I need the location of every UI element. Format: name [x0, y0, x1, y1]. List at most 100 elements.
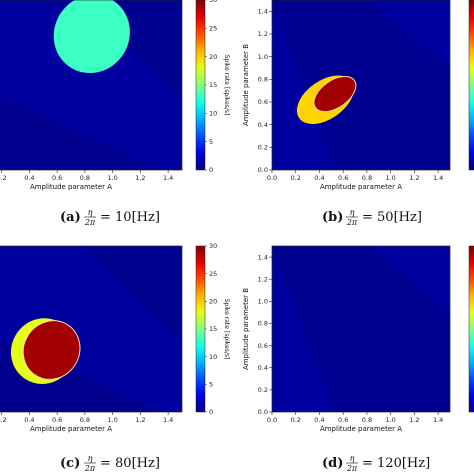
y-tick-label: 0.8	[258, 320, 268, 328]
x-tick-label: 1.0	[107, 174, 117, 182]
low-rate-region	[0, 96, 160, 170]
x-tick-label: 1.0	[385, 174, 395, 182]
axes-frame	[271, 0, 451, 171]
caption-rhs: = 80[Hz]	[100, 456, 160, 471]
colorbar-label: Spike rate [spikes/s]	[223, 299, 230, 360]
x-axis-label: Amplitude parameter A	[320, 183, 402, 191]
x-tick-label: 0.4	[314, 174, 324, 182]
axes-frame	[0, 245, 183, 413]
x-tick-label: 0.6	[52, 416, 62, 424]
x-tick-label: 1.4	[163, 416, 173, 424]
x-tick-label: 0.6	[338, 174, 348, 182]
y-tick-label: 1.2	[258, 30, 268, 38]
caption-two-pi: 2π	[84, 218, 96, 227]
colorbar-tick-label: 5	[209, 138, 213, 146]
x-tick-label: 0.0	[267, 416, 277, 424]
panel-caption: (a) η2π = 10[Hz]	[60, 208, 160, 227]
colorbar-tick-label: 25	[209, 270, 217, 278]
colorbar-tick-label: 10	[209, 353, 217, 361]
x-axis-label: Amplitude parameter A	[320, 425, 402, 433]
colorbar-gradient	[468, 245, 474, 413]
panel-d: 0.0 0.2 0.4 0.6 0.8 1.0 1.2 1.4 0.0 0.2 0.4 0.6 0.8 1…	[242, 245, 474, 473]
colorbar-gradient	[195, 245, 206, 413]
x-tick-label: 0.4	[24, 416, 34, 424]
x-tick-label: 0.6	[52, 174, 62, 182]
heatmap-area	[0, 246, 182, 412]
y-tick-label: 0.2	[258, 386, 268, 394]
x-tick-label: 0.2	[291, 416, 301, 424]
axes-frame	[271, 245, 451, 413]
colorbar-tick-label: 20	[209, 53, 217, 61]
caption-rhs: = 120[Hz]	[362, 456, 430, 471]
caption-letter: (c)	[60, 456, 80, 471]
colorbar-tick-label: 10	[209, 110, 217, 118]
colorbar-label: Spike rate [spikes/s]	[223, 55, 230, 116]
spike-rate-blob	[22, 320, 81, 380]
caption-eta: η	[350, 208, 355, 217]
heatmap-area	[272, 0, 450, 170]
x-tick-label: 0.2	[291, 174, 301, 182]
y-tick-label: 0.4	[258, 121, 268, 129]
caption-rhs: = 10[Hz]	[100, 210, 160, 225]
background-field	[272, 0, 450, 170]
heatmap-area	[0, 0, 182, 170]
x-tick-label: 0.2	[0, 174, 7, 182]
colorbar-tick-label: 15	[209, 325, 217, 333]
panel-c: 0.2 0.4 0.6 0.8 1.0 1.2 1.4 Amplitude parameter…	[0, 242, 230, 473]
caption-eta: η	[88, 454, 93, 463]
y-tick-label: 0.2	[258, 144, 268, 152]
y-tick-label: 1.4	[258, 8, 268, 16]
panel-caption: (b) η2π = 50[Hz]	[322, 208, 422, 227]
y-tick-label: 0.8	[258, 76, 268, 84]
x-tick-label: 0.6	[338, 416, 348, 424]
x-tick-label: 1.4	[163, 174, 173, 182]
spike-rate-blob	[53, 0, 130, 74]
y-tick-label: 1.0	[258, 53, 268, 61]
caption-eta: η	[88, 208, 93, 217]
x-tick-label: 1.2	[135, 416, 145, 424]
x-tick-label: 0.0	[267, 174, 277, 182]
y-tick-label: 0.4	[258, 364, 268, 372]
caption-letter: (a)	[60, 210, 81, 225]
y-tick-label: 1.0	[258, 298, 268, 306]
low-rate-region	[272, 0, 450, 170]
caption-two-pi: 2π	[346, 218, 358, 227]
spike-rate-blob	[313, 75, 357, 113]
colorbar: 0 5 10 15 20 25 30 Spike rate [spikes/s]	[195, 242, 230, 416]
y-axis-label: Amplitude parameter B	[242, 44, 250, 126]
caption-letter: (b)	[322, 210, 343, 225]
colorbar-gradient	[195, 0, 206, 171]
x-tick-label: 1.0	[385, 416, 395, 424]
caption-letter: (d)	[322, 456, 343, 471]
low-rate-region	[272, 246, 450, 412]
x-tick-label: 0.8	[80, 174, 90, 182]
caption-eta: η	[350, 454, 355, 463]
low-rate-region	[82, 246, 182, 346]
x-tick-label: 0.8	[80, 416, 90, 424]
colorbar-tick-label: 15	[209, 81, 217, 89]
colorbar-tick-label: 0	[209, 166, 213, 174]
x-tick-label: 0.8	[362, 416, 372, 424]
x-tick-label: 0.4	[24, 174, 34, 182]
x-tick-label: 1.2	[135, 174, 145, 182]
x-tick-label: 0.4	[314, 416, 324, 424]
x-axis-label: Amplitude parameter A	[30, 425, 112, 433]
colorbar-tick-label: 30	[209, 0, 217, 4]
panel-b: 0.0 0.2 0.4 0.6 0.8 1.0 1.2 1.4 0.0 0.2 0.4 0.6 0.8 1…	[242, 0, 474, 227]
y-tick-label: 0.0	[258, 166, 268, 174]
x-tick-label: 1.0	[107, 416, 117, 424]
colorbar: 0 5 10 15 20 25 30 Spike rate [spikes/s]	[195, 0, 230, 174]
y-tick-label: 1.2	[258, 275, 268, 283]
y-tick-label: 0.6	[258, 98, 268, 106]
colorbar-tick-label: 20	[209, 298, 217, 306]
panel-a: 0.2 0.4 0.6 0.8 1.0 1.2 1.4 Amplitude parameter…	[0, 0, 230, 227]
panel-caption: (d) η2π = 120[Hz]	[322, 454, 430, 473]
caption-rhs: = 50[Hz]	[362, 210, 422, 225]
colorbar-tick-label: 25	[209, 25, 217, 33]
colorbar-tick-label: 0	[209, 408, 213, 416]
colorbar	[468, 245, 474, 413]
colorbar-tick-label: 5	[209, 381, 213, 389]
panel-caption: (c) η2π = 80[Hz]	[60, 454, 160, 473]
x-tick-label: 1.2	[409, 416, 419, 424]
